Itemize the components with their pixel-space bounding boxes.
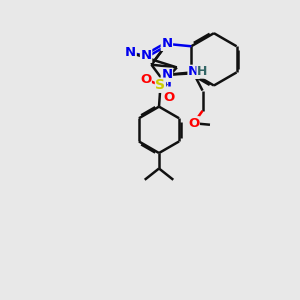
Text: N: N <box>161 38 172 50</box>
Text: S: S <box>155 78 166 92</box>
Text: O: O <box>188 117 199 130</box>
Text: N: N <box>161 68 172 81</box>
Text: N: N <box>188 65 199 78</box>
Text: O: O <box>140 73 151 86</box>
Text: N: N <box>140 49 152 62</box>
Text: O: O <box>164 91 175 104</box>
Text: H: H <box>197 65 207 78</box>
Text: N: N <box>125 46 136 59</box>
